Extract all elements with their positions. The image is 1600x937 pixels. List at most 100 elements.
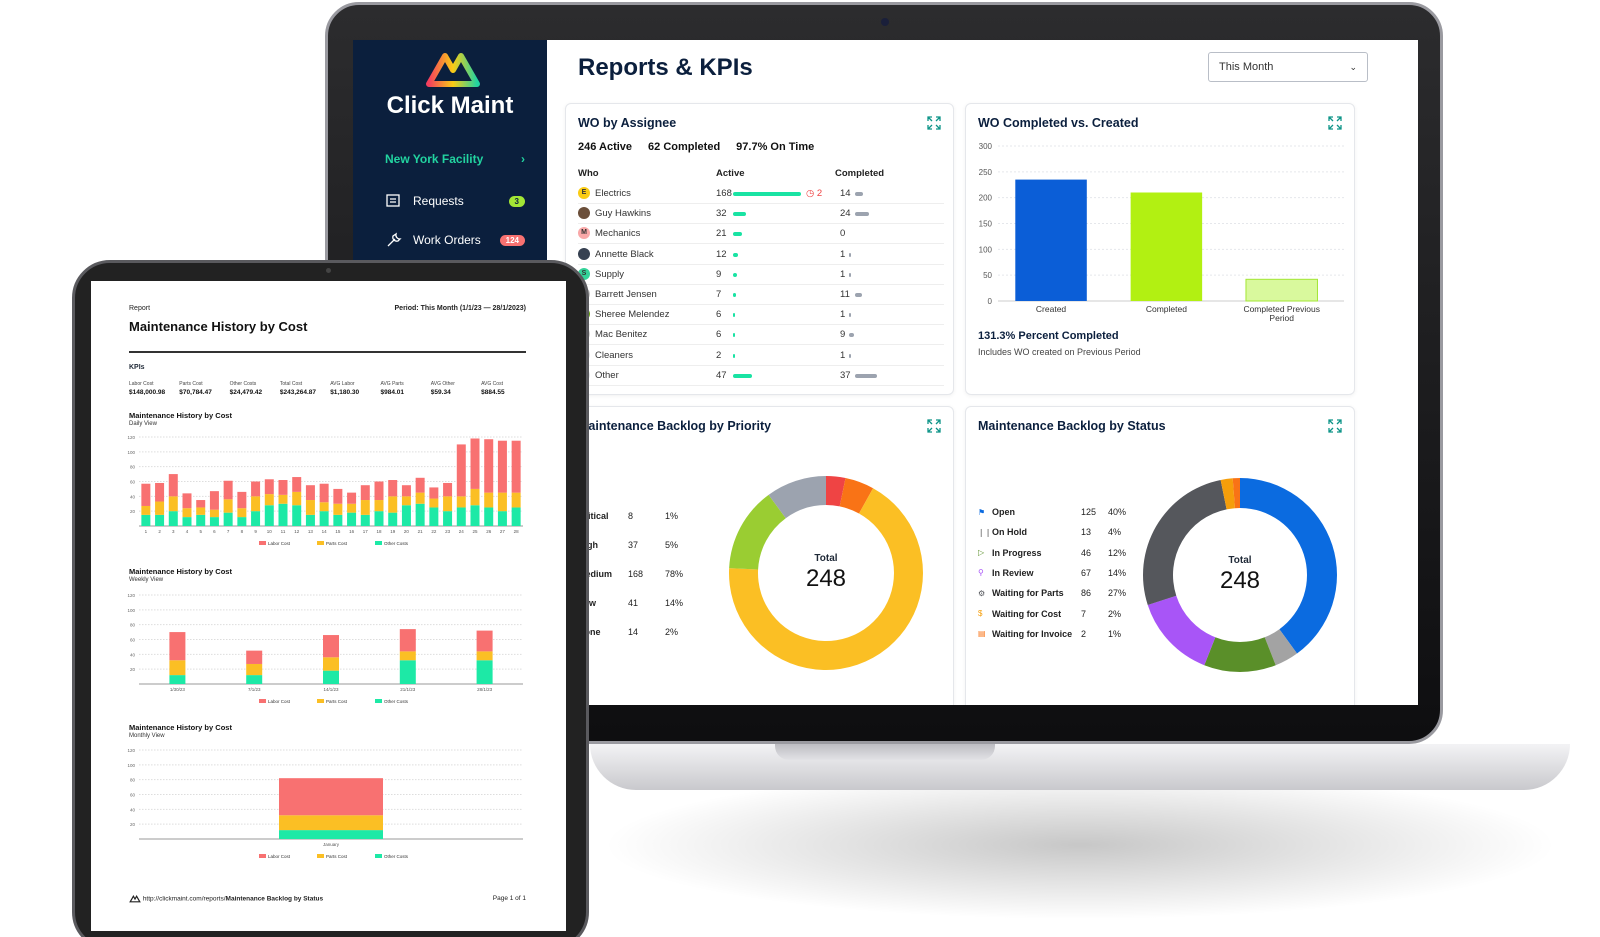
slice-medium[interactable] xyxy=(729,488,923,670)
x-tick-label: 1/30/23 xyxy=(170,687,186,692)
x-tick-label: 7/1/23 xyxy=(248,687,261,692)
slice-waiting-for-cost[interactable] xyxy=(1220,478,1235,510)
assignee-row[interactable]: Cleaners 2 1 xyxy=(578,346,944,366)
slice-high[interactable] xyxy=(839,477,874,514)
assignee-row[interactable]: Other 47 37 xyxy=(578,366,944,386)
bar-segment-parts-cost xyxy=(141,505,151,515)
facility-selector[interactable]: New York Facility › xyxy=(385,152,525,166)
legend-label: Labor Cost xyxy=(268,854,291,859)
assignee-name: Mechanics xyxy=(595,228,641,240)
kpi-labor-cost: Labor Cost $148,000.98 xyxy=(129,381,165,396)
slice-on-hold[interactable] xyxy=(1264,629,1298,666)
x-tick-label: 2 xyxy=(158,529,161,534)
search-icon: ⚲ xyxy=(978,568,984,578)
slice-in-progress[interactable] xyxy=(1204,637,1276,672)
bar-segment-other-costs xyxy=(141,514,151,526)
slice-in-review[interactable] xyxy=(1147,595,1216,666)
bar-segment-labor-cost xyxy=(264,479,274,495)
bar-segment-labor-cost xyxy=(155,482,165,502)
assignee-name: Supply xyxy=(595,268,625,280)
priority-row-high[interactable]: High375% xyxy=(578,540,678,550)
priority-row-low[interactable]: Low4114% xyxy=(578,598,683,608)
y-tick-label: 300 xyxy=(979,142,993,151)
status-row-waiting-for-cost[interactable]: $ Waiting for Cost 7 2% xyxy=(978,609,1121,619)
assignee-row[interactable]: Guy Hawkins 32 24 xyxy=(578,204,944,225)
status-row-in-progress[interactable]: ▷ In Progress 46 12% xyxy=(978,548,1126,558)
status-row-waiting-for-parts[interactable]: ⚙ Waiting for Parts 86 27% xyxy=(978,588,1126,598)
assignee-row[interactable]: E Electrics 168 ◷ 2 14 xyxy=(578,184,944,204)
assignee-row[interactable]: S Supply 9 1 xyxy=(578,265,944,285)
slice-none[interactable] xyxy=(768,476,826,519)
sidebar-item-requests[interactable]: Requests 3 xyxy=(385,192,525,210)
slice-low[interactable] xyxy=(729,494,786,570)
brand-name: Click Maint xyxy=(386,92,514,119)
priority-row-medium[interactable]: Medium 168 78% xyxy=(578,569,683,579)
invoice-icon: ▤ xyxy=(978,629,986,639)
kpi-value: $884.55 xyxy=(481,389,505,396)
expand-icon[interactable] xyxy=(927,116,941,130)
kpi-label: AVG Other xyxy=(430,381,455,387)
bar-segment-other-costs xyxy=(399,660,416,684)
assignee-row[interactable]: M Mechanics 21 0 xyxy=(578,224,944,245)
priority-row-none[interactable]: None 14 2% xyxy=(578,627,678,637)
bar-segment-other-costs xyxy=(209,517,219,526)
y-tick-label: 120 xyxy=(127,435,135,440)
bar-segment-other-costs xyxy=(347,512,357,526)
sidebar-item-work-orders[interactable]: Work Orders 124 xyxy=(385,231,525,249)
active-bar xyxy=(733,232,742,237)
legend-item: Labor Cost xyxy=(259,699,291,704)
period-select[interactable]: This Month ⌄ xyxy=(1208,52,1368,82)
legend-swatch xyxy=(317,541,324,545)
y-tick-label: 40 xyxy=(130,652,136,657)
slice-critical[interactable] xyxy=(826,476,846,507)
bar-completed-previous-period[interactable] xyxy=(1245,278,1318,302)
slice-waiting-for-parts[interactable] xyxy=(1143,479,1227,605)
expand-icon[interactable] xyxy=(1328,116,1342,130)
assignee-row[interactable]: Barrett Jensen 7 11 xyxy=(578,285,944,305)
report-footer-url[interactable]: http://clickmaint.com/reports/Maintenanc… xyxy=(129,894,323,903)
assignee-name: Barrett Jensen xyxy=(595,289,657,300)
expand-icon[interactable] xyxy=(927,419,941,433)
bar-segment-other-costs xyxy=(264,505,274,526)
completed-bar xyxy=(849,353,851,358)
slice-waiting-for-invoice[interactable] xyxy=(1232,478,1240,509)
bar-segment-parts-cost xyxy=(484,492,494,508)
x-tick-label: Period xyxy=(1269,313,1294,323)
assignee-row[interactable]: Annette Black 12 1 xyxy=(578,245,944,265)
active-value: 6 xyxy=(716,309,722,321)
assignee-row[interactable]: Sheree Melendez 6 1 xyxy=(578,305,944,326)
sidebar-item-label: Work Orders xyxy=(413,233,481,247)
y-tick-label: 100 xyxy=(127,608,135,613)
assignee-row[interactable]: Mac Benitez 6 9 xyxy=(578,325,944,346)
status-row-open[interactable]: ⚑ Open 125 40% xyxy=(978,507,1126,517)
completed-value: 0 xyxy=(840,228,846,240)
x-tick-label: 4 xyxy=(186,529,189,534)
status-label: In Review xyxy=(992,567,1034,578)
bar-segment-parts-cost xyxy=(470,488,480,506)
requests-icon xyxy=(386,194,400,207)
priority-row-critical[interactable]: Critical 8 1% xyxy=(578,511,678,521)
active-bar xyxy=(733,373,753,378)
status-percent: 12% xyxy=(1108,547,1127,558)
x-tick-label: 15 xyxy=(335,529,341,534)
status-row-on-hold[interactable]: ❙❙ On Hold 13 4% xyxy=(978,527,1121,537)
kpi-label: Other Costs xyxy=(229,381,257,387)
x-tick-label: Created xyxy=(1036,304,1067,314)
slice-open[interactable] xyxy=(1240,478,1337,654)
expand-icon[interactable] xyxy=(1328,419,1342,433)
status-row-in-review[interactable]: ⚲ In Review 67 14% xyxy=(978,568,1126,578)
laptop-camera xyxy=(881,18,889,26)
footer-url-prefix: http://clickmaint.com/reports/ xyxy=(142,895,226,903)
bar-created[interactable] xyxy=(1015,179,1087,301)
x-tick-label: 18 xyxy=(376,529,382,534)
bar-completed[interactable] xyxy=(1130,192,1203,302)
active-value: 7 xyxy=(716,289,722,300)
gear-icon: ⚙ xyxy=(978,588,986,598)
bar-segment-other-costs xyxy=(168,511,178,526)
title-divider xyxy=(129,351,526,353)
x-tick-label: 14/1/23 xyxy=(323,687,339,692)
completed-value: 11 xyxy=(840,289,850,300)
status-row-waiting-for-invoice[interactable]: ▤ Waiting for Invoice 2 1% xyxy=(978,629,1121,639)
